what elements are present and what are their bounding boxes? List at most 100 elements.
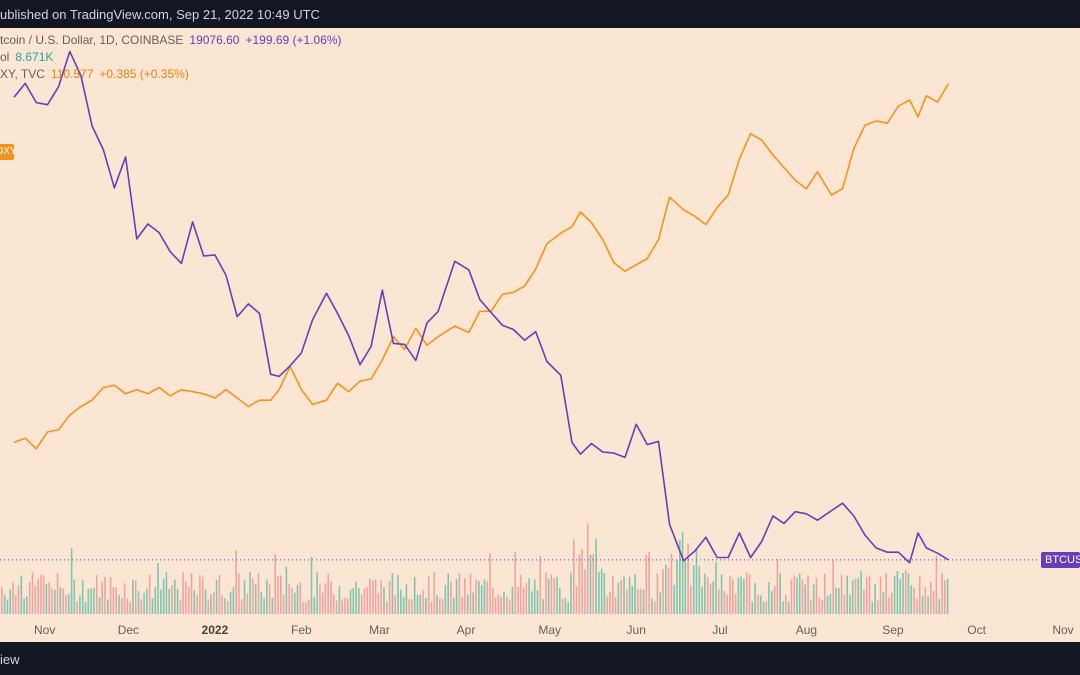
volume-bar (913, 587, 915, 614)
volume-bar (832, 560, 834, 614)
volume-bar (54, 589, 56, 614)
volume-bar (56, 573, 59, 614)
volume-bar (612, 576, 614, 614)
volume-bar (299, 582, 302, 614)
volume-bar (101, 582, 103, 614)
volume-bar (168, 588, 170, 614)
volume-bar (305, 601, 307, 614)
volume-bar (254, 584, 257, 614)
volume-bar (592, 554, 595, 614)
legend-btc-name: tcoin / U.S. Dollar, 1D, COINBASE (0, 33, 184, 47)
volume-bar (210, 594, 212, 614)
volume-bar (285, 566, 288, 614)
volume-bar (492, 587, 494, 614)
legend: tcoin / U.S. Dollar, 1D, COINBASE 19076.6… (0, 32, 342, 83)
legend-vol[interactable]: ol 8.671K (0, 49, 342, 66)
volume-bar (606, 596, 608, 614)
volume-bar (257, 573, 260, 614)
volume-bar (642, 589, 645, 614)
volume-bar (196, 595, 198, 614)
volume-bar (885, 572, 887, 614)
volume-bar (221, 595, 223, 614)
volume-bar (771, 591, 773, 614)
volume-bar (408, 599, 410, 614)
volume-bar (307, 599, 310, 614)
volume-bar (341, 599, 343, 614)
chart-area[interactable]: Nov Dec 2022 Feb Mar Apr May Jun Jul Aug Sep Oct Nov… (0, 28, 1080, 642)
volume-bar (137, 591, 140, 614)
volume-bar (519, 574, 522, 614)
volume-bar (84, 601, 87, 614)
volume-bar (798, 573, 801, 614)
volume-bar (9, 589, 11, 614)
volume-bar (935, 555, 938, 614)
volume-bar (199, 574, 201, 614)
volume-bar (751, 601, 754, 614)
volume-bar (559, 587, 561, 614)
volume-bar (70, 547, 73, 614)
volume-bar (40, 574, 42, 614)
volume-bar (944, 580, 946, 614)
volume-bar (567, 601, 569, 614)
volume-bar (6, 599, 9, 614)
volume-bar (734, 594, 737, 614)
volume-bar (176, 588, 179, 614)
volume-bar (826, 595, 829, 614)
volume-bar (171, 585, 173, 614)
x-axis-ticks: Nov Dec 2022 Feb Mar Apr May Jun Jul Aug Sep Oct Nov (34, 623, 1074, 637)
volume-bar (536, 590, 539, 614)
volume-bar (193, 590, 196, 614)
volume-bar (528, 578, 530, 614)
volume-bar (277, 576, 279, 614)
volume-bar (182, 572, 184, 614)
volume-bar (380, 580, 382, 614)
price-chart[interactable]: Nov Dec 2022 Feb Mar Apr May Jun Jul Aug Sep Oct Nov (0, 28, 1080, 642)
volume-bar (542, 599, 544, 614)
volume-bar (37, 578, 39, 614)
x-tick-label: Oct (967, 623, 986, 637)
volume-bar (118, 595, 120, 614)
volume-bar (547, 578, 550, 614)
volume-bar (79, 595, 81, 614)
volume-bar (377, 593, 380, 614)
volume-bar (450, 582, 452, 614)
volume-bar (394, 595, 396, 614)
legend-btc-value: 19076.60 (189, 33, 240, 47)
x-tick-label: Jun (627, 623, 646, 637)
volume-bar (503, 591, 505, 614)
volume-bar (589, 554, 592, 614)
volume-bar (614, 597, 617, 614)
dxy-series-line (13, 83, 950, 450)
volume-bar (405, 584, 408, 614)
volume-bar (891, 592, 893, 614)
legend-dxy-value: 110.577 (50, 67, 94, 81)
volume-bar (425, 598, 427, 614)
btc-price-label: BTCUSD (1041, 551, 1080, 568)
volume-bar (497, 594, 500, 614)
volume-bar (140, 599, 143, 614)
volume-bar (129, 601, 131, 614)
volume-bar (776, 559, 779, 614)
volume-bar (190, 573, 193, 614)
volume-bar (631, 585, 634, 614)
volume-bar (48, 582, 50, 614)
volume-bar (732, 579, 734, 614)
volume-bar (179, 600, 182, 614)
volume-bar (388, 581, 391, 614)
volume-bar (517, 587, 519, 614)
dxy-price-label: DXY (0, 144, 14, 160)
volume-bar (338, 586, 341, 614)
legend-dxy[interactable]: XY, TVC 110.577 +0.385 (+0.35%) (0, 66, 342, 83)
volume-bar (436, 595, 438, 614)
volume-bar (31, 572, 34, 614)
legend-btc[interactable]: tcoin / U.S. Dollar, 1D, COINBASE 19076.6… (0, 32, 342, 49)
volume-bar (268, 583, 271, 614)
volume-bar (458, 573, 461, 614)
volume-bar (681, 531, 684, 614)
volume-bar (324, 583, 327, 614)
volume-bar (896, 571, 899, 614)
volume-bar (316, 572, 318, 614)
volume-bar (419, 594, 422, 614)
volume-bar (263, 598, 265, 614)
x-tick-label: Aug (796, 623, 817, 637)
